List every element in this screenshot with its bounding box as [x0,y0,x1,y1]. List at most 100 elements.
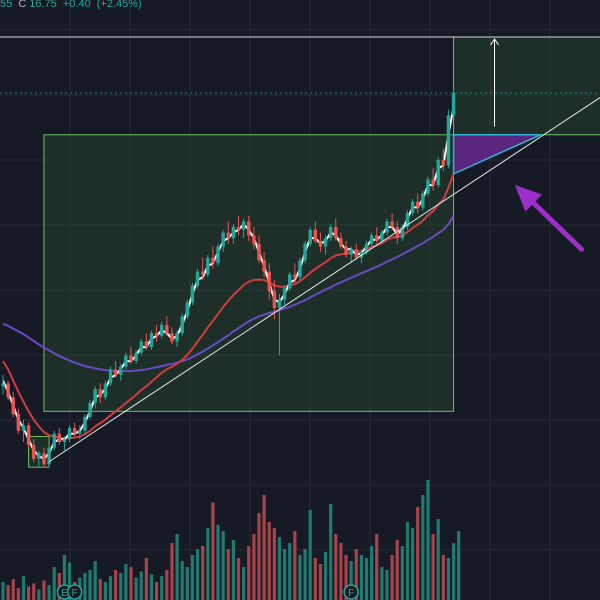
volume-bar [144,558,148,600]
candle-body [395,226,399,239]
volume-bar [165,570,169,600]
candle-body [190,285,195,303]
candle-body [78,430,82,434]
candle-body [180,316,184,334]
volume-bar [257,513,261,600]
candle-body [441,159,446,166]
volume-layer [1,480,461,600]
candle-body [354,249,358,258]
volume-bar [411,528,415,600]
candle-body [119,366,123,376]
candle-body [298,260,302,278]
volume-bar [359,555,363,600]
volume-bar [170,543,174,600]
volume-bar [313,558,317,600]
candle-body [272,291,277,308]
volume-bar [201,546,205,600]
volume-bar [114,570,118,600]
candle-body [113,369,118,376]
candle-body [11,397,15,415]
candle-body [385,221,389,233]
volume-bar [375,534,379,600]
volume-bar [298,555,302,600]
candle-body [149,333,154,348]
candle-body [446,115,451,166]
candle-body [421,193,425,208]
candle-body [16,414,21,431]
candle-body [247,221,251,236]
volume-bar [180,561,184,600]
earnings-marker-label: F [72,588,78,599]
volume-bar [206,528,210,600]
volume-bar [283,549,287,600]
volume-bar [88,570,92,600]
consolidation-box [43,134,455,412]
target-box [453,36,600,136]
change-percent: (+2.45%) [96,0,142,10]
candle-body [200,271,205,275]
candle-body [257,243,261,261]
candle-layer [1,90,456,468]
candle-body [369,235,374,244]
candle-body [410,201,415,213]
volume-bar [277,537,282,600]
candle-body [267,271,271,292]
volume-bar [108,576,113,600]
candle-body [42,453,46,465]
volume-bar [390,555,394,600]
volume-bar [262,495,266,600]
candle-body [47,447,51,465]
volume-bar [124,564,128,600]
candle-body [195,271,200,286]
candle-body [282,288,287,300]
ma-medium-line [2,173,455,440]
volume-bar [160,576,164,600]
volume-bar [242,567,246,600]
earnings-marker [343,584,359,600]
ma-slow-line [2,215,455,373]
volume-bar [293,531,297,600]
volume-bar [119,573,123,600]
candle-body [405,212,410,227]
drawings-front-layer[interactable] [0,36,600,463]
candle-body [221,232,225,247]
volume-bar [247,546,251,600]
volume-bar [370,546,374,600]
volume-bar [21,576,26,600]
volume-bar [329,504,333,600]
candle-body [206,257,210,275]
candle-body [252,235,256,244]
volume-bar [252,534,256,600]
volume-bar [236,558,241,600]
candle-body [124,355,128,367]
candle-body [37,453,41,459]
volume-bar [267,522,271,600]
candle-body [185,302,190,317]
candle-body [236,226,241,230]
annotation-arrow-shaft [531,200,585,252]
volume-bar [11,579,15,600]
candle-body [216,246,220,264]
target-arrow-head [490,38,499,46]
change-value: +0.40 [62,0,91,10]
volume-bar [37,589,41,600]
volume-bar [226,549,230,600]
candle-body [303,243,307,261]
candle-body [323,238,328,247]
volume-bar [195,549,200,600]
candle-body [129,355,133,362]
volume-bar [446,558,451,600]
volume-bar [354,549,358,600]
header-partial-value: 55 [0,0,13,10]
candle-body [313,229,318,241]
volume-bar [380,567,384,600]
volume-bar [83,573,87,600]
candle-body [364,243,369,253]
volume-bar [42,580,46,600]
volume-bar [129,567,133,600]
candle-body [57,433,62,443]
candle-body [328,226,333,239]
